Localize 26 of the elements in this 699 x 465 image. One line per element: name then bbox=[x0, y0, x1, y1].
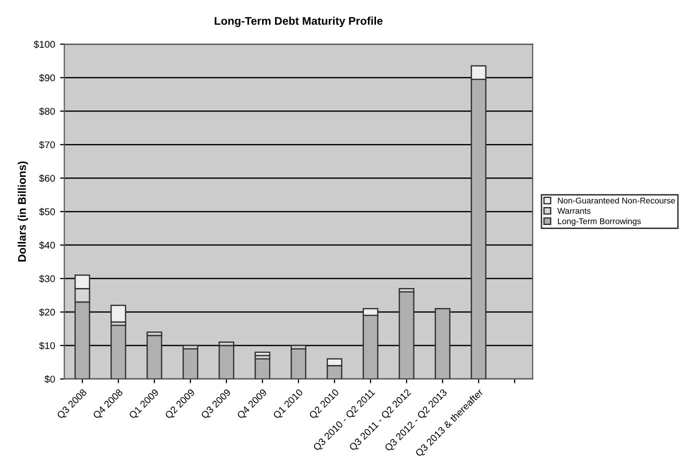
legend-label: Long-Term Borrowings bbox=[558, 218, 641, 226]
y-tick-label: $50 bbox=[39, 208, 55, 216]
bar bbox=[398, 291, 414, 379]
bar bbox=[434, 308, 450, 379]
chart-title: Long-Term Debt Maturity Profile bbox=[214, 16, 383, 28]
y-tick-label: $10 bbox=[39, 342, 55, 350]
y-tick-label: $0 bbox=[44, 375, 55, 384]
bar bbox=[254, 352, 270, 356]
y-tick-label: $70 bbox=[39, 140, 55, 149]
bar bbox=[182, 348, 198, 379]
y-axis-title: Dollars (in Billions) bbox=[18, 162, 28, 262]
bar bbox=[290, 348, 306, 379]
y-tick-label: $80 bbox=[39, 107, 55, 116]
y-tick-label: $60 bbox=[39, 174, 55, 182]
bar bbox=[146, 334, 162, 379]
y-tick-label: $100 bbox=[34, 40, 55, 48]
y-tick-label: $30 bbox=[39, 274, 55, 283]
bar bbox=[254, 358, 270, 379]
bar bbox=[218, 344, 234, 379]
y-tick-label: $90 bbox=[39, 74, 55, 82]
y-tick-label: $40 bbox=[39, 241, 55, 250]
legend-label: Non-Guaranteed Non-Recourse bbox=[558, 197, 676, 204]
y-tick-label: $20 bbox=[39, 308, 55, 316]
bar bbox=[110, 324, 126, 379]
legend-label: Warrants bbox=[557, 208, 591, 214]
bar bbox=[110, 304, 126, 323]
